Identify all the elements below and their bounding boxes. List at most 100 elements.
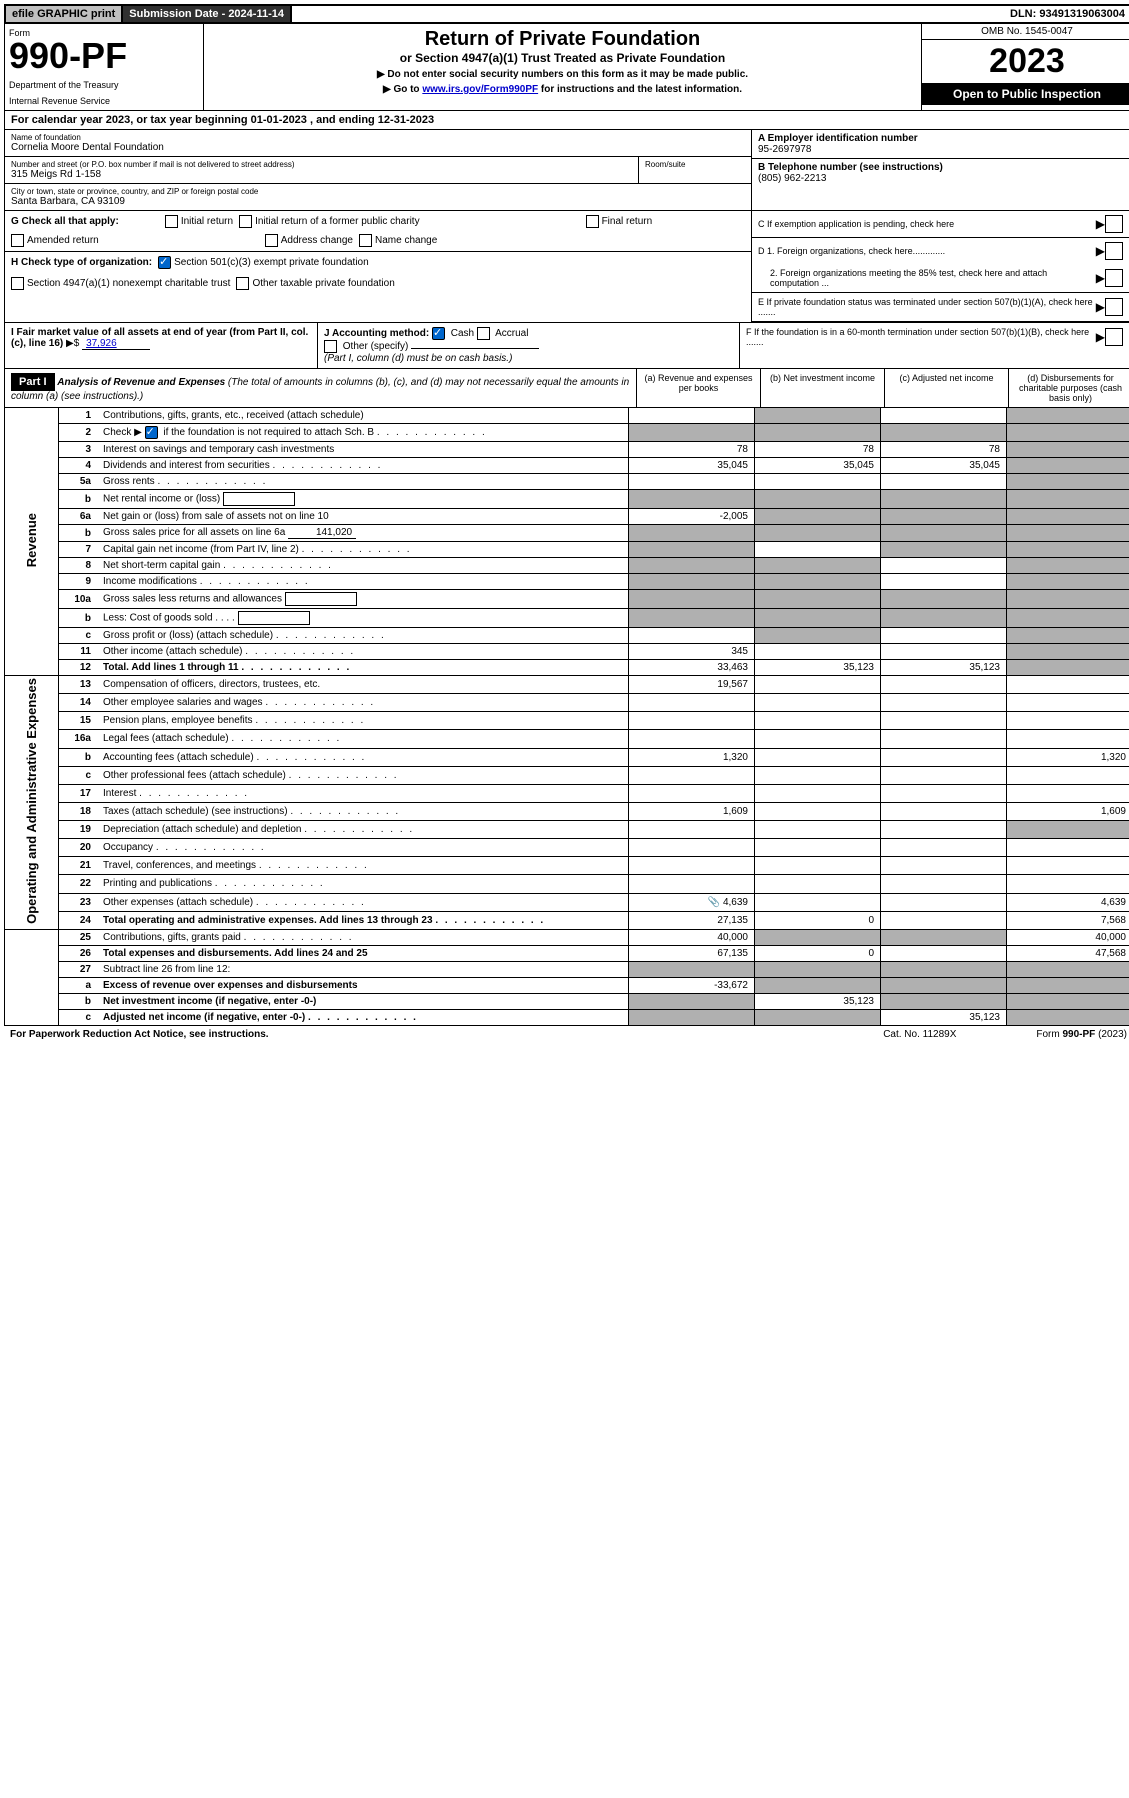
table-row: 5a Gross rents [5, 474, 1129, 490]
paperwork-notice: For Paperwork Reduction Act Notice, see … [10, 1029, 269, 1040]
calendar-year: For calendar year 2023, or tax year begi… [4, 111, 1129, 130]
line-desc: Travel, conferences, and meetings [99, 857, 629, 875]
table-row: b Net rental income or (loss) [5, 490, 1129, 509]
mini-input[interactable] [238, 611, 310, 625]
fmv-value[interactable]: 37,926 [82, 338, 150, 350]
form990pf-link[interactable]: www.irs.gov/Form990PF [422, 84, 538, 95]
i-label: I Fair market value of all assets at end… [11, 327, 308, 349]
dept-treasury: Department of the Treasury [9, 80, 199, 90]
name-label: Name of foundation [11, 133, 745, 142]
line-no: 17 [59, 784, 100, 802]
cell-value: 7,568 [1007, 911, 1129, 929]
line-desc: Excess of revenue over expenses and disb… [99, 977, 629, 993]
other-taxable-check[interactable] [236, 277, 249, 290]
cell-value: 19,567 [629, 676, 755, 694]
form-header: Form 990-PF Department of the Treasury I… [4, 24, 1129, 111]
form-ref: Form 990-PF (2023) [1036, 1029, 1127, 1040]
amended-return-check[interactable] [11, 234, 24, 247]
box-c: C If exemption application is pending, c… [758, 219, 1096, 229]
attachment-icon[interactable]: 📎 [708, 897, 720, 908]
table-row: 12 Total. Add lines 1 through 11 33,463 … [5, 660, 1129, 676]
table-row: 26 Total expenses and disbursements. Add… [5, 945, 1129, 961]
cell-value: -2,005 [629, 509, 755, 525]
line-no: 23 [59, 893, 100, 911]
cell-value: 78 [755, 442, 881, 458]
501c3-check[interactable] [158, 256, 171, 269]
name-change-check[interactable] [359, 234, 372, 247]
cell-value: 35,123 [755, 993, 881, 1009]
line-desc: Legal fees (attach schedule) [99, 730, 629, 748]
line-no: 2 [59, 424, 100, 442]
final-return-check[interactable] [586, 215, 599, 228]
accrual-check[interactable] [477, 327, 490, 340]
line-no: b [59, 609, 100, 628]
arrow-icon: ▶ [1096, 330, 1105, 344]
initial-public-check[interactable] [239, 215, 252, 228]
cell-value: 40,000 [629, 929, 755, 945]
expenses-side-label: Operating and Administrative Expenses [5, 676, 59, 930]
cell-value: 33,463 [629, 660, 755, 676]
efile-button[interactable]: efile GRAPHIC print [6, 6, 123, 22]
table-row: 23 Other expenses (attach schedule) 📎 4,… [5, 893, 1129, 911]
box-f-check[interactable] [1105, 328, 1123, 346]
line-no: 22 [59, 875, 100, 893]
cell-value: 0 [755, 945, 881, 961]
g-opt-0: Initial return [181, 216, 233, 227]
mini-input[interactable] [223, 492, 295, 506]
line-no: 19 [59, 821, 100, 839]
4947-check[interactable] [11, 277, 24, 290]
box-d2-check[interactable] [1105, 269, 1123, 287]
col-c-head: (c) Adjusted net income [884, 369, 1008, 407]
table-row: 27 Subtract line 26 from line 12: [5, 961, 1129, 977]
address-change-check[interactable] [265, 234, 278, 247]
ein-label: A Employer identification number [758, 133, 1126, 144]
box-e-check[interactable] [1105, 298, 1123, 316]
cell-value: 141,020 [288, 527, 356, 539]
phone-label: B Telephone number (see instructions) [758, 162, 1126, 173]
line-no: 1 [59, 408, 100, 424]
ein-value: 95-2697978 [758, 144, 1126, 155]
other-method-check[interactable] [324, 340, 337, 353]
line-no: 3 [59, 442, 100, 458]
table-row: 15 Pension plans, employee benefits [5, 712, 1129, 730]
revenue-side-label: Revenue [5, 408, 59, 676]
line-no: 7 [59, 542, 100, 558]
mini-input[interactable] [285, 592, 357, 606]
other-specify-input[interactable] [411, 348, 539, 349]
arrow-icon: ▶ [1096, 244, 1105, 258]
box-d1-check[interactable] [1105, 242, 1123, 260]
box-c-check[interactable] [1105, 215, 1123, 233]
tax-year: 2023 [922, 40, 1129, 83]
part1-heading: Analysis of Revenue and Expenses [57, 377, 225, 388]
schb-check[interactable] [145, 426, 158, 439]
cell-value: 78 [629, 442, 755, 458]
table-row: 2 Check ▶ if the foundation is not requi… [5, 424, 1129, 442]
line-desc: Total expenses and disbursements. Add li… [99, 945, 629, 961]
arrow-icon: ▶ [1096, 271, 1105, 285]
line-desc: Contributions, gifts, grants, etc., rece… [99, 408, 629, 424]
table-row: 21 Travel, conferences, and meetings [5, 857, 1129, 875]
part1-table: Revenue 1 Contributions, gifts, grants, … [4, 408, 1129, 1026]
cash-check[interactable] [432, 327, 445, 340]
line-no: a [59, 977, 100, 993]
table-row: 19 Depreciation (attach schedule) and de… [5, 821, 1129, 839]
table-row: 24 Total operating and administrative ex… [5, 911, 1129, 929]
line-no: 5a [59, 474, 100, 490]
line-desc: Printing and publications [99, 875, 629, 893]
form-subtitle: or Section 4947(a)(1) Trust Treated as P… [208, 51, 917, 65]
line-no: 14 [59, 694, 100, 712]
table-row: Operating and Administrative Expenses 13… [5, 676, 1129, 694]
submission-date: Submission Date - 2024-11-14 [123, 6, 292, 22]
city-value: Santa Barbara, CA 93109 [11, 196, 745, 207]
cell-value: 35,045 [881, 458, 1007, 474]
cat-no: Cat. No. 11289X [883, 1029, 956, 1040]
col-a-head: (a) Revenue and expenses per books [636, 369, 760, 407]
initial-return-check[interactable] [165, 215, 178, 228]
table-row: a Excess of revenue over expenses and di… [5, 977, 1129, 993]
line-desc: Less: Cost of goods sold . . . . [99, 609, 629, 628]
line-desc: Total. Add lines 1 through 11 [99, 660, 629, 676]
line-desc: Other expenses (attach schedule) [99, 893, 629, 911]
instruction-1: ▶ Do not enter social security numbers o… [208, 69, 917, 80]
cell-value: 47,568 [1007, 945, 1129, 961]
cell-value: 67,135 [629, 945, 755, 961]
